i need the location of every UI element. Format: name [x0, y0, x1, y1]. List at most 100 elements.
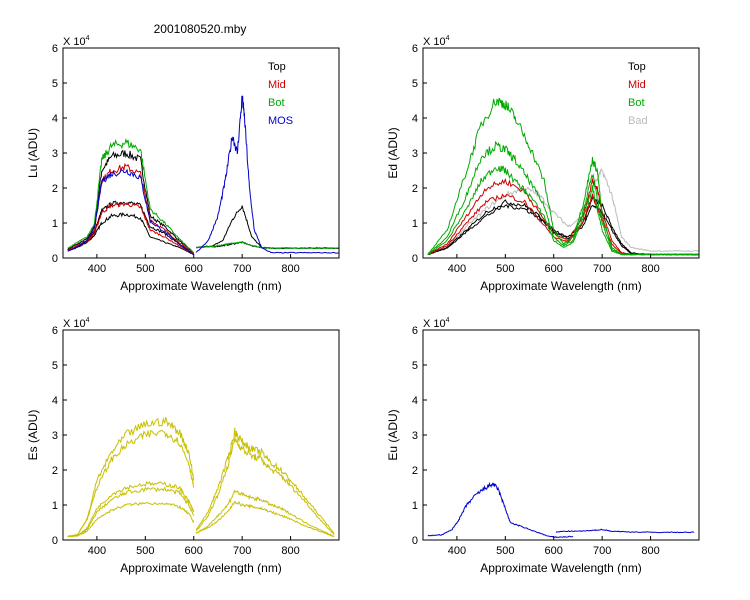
legend-entry-bot: Bot: [268, 97, 285, 109]
x-axis-label: Approximate Wavelength (nm): [480, 561, 642, 575]
x-tick-label: 400: [448, 263, 466, 275]
series-line-5: [67, 501, 195, 538]
y-tick-label: 6: [52, 43, 58, 55]
x-tick-label: 700: [593, 545, 611, 557]
series-line-4: [196, 205, 340, 250]
y-multiplier: X 104: [423, 35, 450, 48]
y-tick-label: 3: [52, 148, 58, 160]
y-tick-label: 2: [412, 183, 418, 195]
y-axis-label: Lu (ADU): [26, 128, 40, 178]
y-tick-label: 6: [412, 325, 418, 337]
x-tick-label: 500: [496, 263, 514, 275]
y-multiplier-base: X 10: [63, 318, 86, 330]
x-tick-label: 400: [88, 545, 106, 557]
series-line-4: [67, 486, 195, 538]
series-line-8: [67, 137, 195, 254]
x-axis-label: Approximate Wavelength (nm): [120, 279, 282, 293]
x-tick-label: 600: [545, 263, 563, 275]
x-tick-label: 500: [136, 545, 154, 557]
y-tick-label: 1: [52, 218, 58, 230]
series-line-2: [67, 417, 195, 537]
y-tick-label: 5: [412, 78, 418, 90]
y-tick-label: 2: [412, 465, 418, 477]
x-tick-label: 600: [185, 263, 203, 275]
series-line-2: [555, 528, 695, 534]
y-tick-label: 4: [412, 113, 418, 125]
y-tick-label: 5: [52, 78, 58, 90]
legend-entry-mid: Mid: [268, 79, 286, 91]
plot-frame: [62, 329, 340, 541]
x-tick-label: 700: [233, 545, 251, 557]
series-line-7: [67, 201, 194, 255]
y-multiplier-exponent: 4: [86, 35, 90, 42]
series-line-8: [195, 489, 335, 537]
y-tick-label: 3: [412, 430, 418, 442]
series-line-7: [195, 437, 335, 536]
series-line-1: [427, 168, 700, 255]
series-line-6: [195, 427, 335, 534]
legend-entry-top: Top: [268, 61, 286, 73]
y-tick-label: 5: [52, 360, 58, 372]
x-tick-label: 400: [448, 545, 466, 557]
y-tick-label: 5: [412, 360, 418, 372]
x-tick-label: 800: [641, 545, 659, 557]
y-tick-label: 3: [412, 148, 418, 160]
y-tick-label: 3: [52, 430, 58, 442]
y-multiplier-base: X 10: [63, 36, 86, 48]
x-tick-label: 800: [281, 545, 299, 557]
legend-entry-bad: Bad: [628, 115, 648, 127]
x-tick-label: 700: [593, 263, 611, 275]
y-tick-label: 4: [52, 395, 58, 407]
x-tick-label: 500: [496, 545, 514, 557]
y-multiplier: X 104: [63, 317, 90, 330]
x-axis-label: Approximate Wavelength (nm): [480, 279, 642, 293]
y-multiplier-exponent: 4: [86, 317, 90, 324]
plot-frame: [62, 47, 340, 259]
legend-entry-mos: MOS: [268, 115, 293, 127]
y-tick-label: 4: [52, 113, 58, 125]
x-tick-label: 700: [233, 263, 251, 275]
y-multiplier: X 104: [423, 317, 450, 330]
y-tick-label: 6: [412, 43, 418, 55]
series-line-10: [67, 168, 194, 255]
y-axis-label: Eu (ADU): [386, 409, 400, 460]
plot-frame: [422, 47, 700, 259]
legend-entry-top: Top: [628, 61, 646, 73]
y-multiplier-base: X 10: [423, 36, 446, 48]
series-line-1: [427, 481, 574, 538]
y-multiplier-base: X 10: [423, 318, 446, 330]
y-tick-label: 4: [412, 395, 418, 407]
x-tick-label: 400: [88, 263, 106, 275]
series-line-11: [195, 95, 340, 254]
y-axis-label: Es (ADU): [26, 410, 40, 461]
x-tick-label: 600: [185, 545, 203, 557]
y-tick-label: 1: [412, 218, 418, 230]
x-axis-label: Approximate Wavelength (nm): [120, 561, 282, 575]
legend-entry-mid: Mid: [628, 79, 646, 91]
y-multiplier-exponent: 4: [446, 317, 450, 324]
x-tick-label: 600: [545, 545, 563, 557]
y-multiplier: X 104: [63, 35, 90, 48]
series-line-3: [67, 481, 195, 538]
series-line-8: [427, 165, 700, 256]
y-tick-label: 2: [52, 465, 58, 477]
legend-entry-bot: Bot: [628, 97, 645, 109]
x-tick-label: 800: [281, 263, 299, 275]
y-axis-label: Ed (ADU): [386, 127, 400, 178]
y-tick-label: 0: [412, 535, 418, 547]
y-tick-label: 2: [52, 183, 58, 195]
y-tick-label: 1: [412, 500, 418, 512]
x-tick-label: 800: [641, 263, 659, 275]
y-tick-label: 6: [52, 325, 58, 337]
y-tick-label: 0: [412, 253, 418, 265]
y-multiplier-exponent: 4: [446, 35, 450, 42]
y-tick-label: 0: [52, 535, 58, 547]
series-line-9: [196, 241, 340, 250]
series-line-2: [67, 212, 194, 255]
series-line-9: [195, 501, 335, 537]
y-tick-label: 1: [52, 500, 58, 512]
